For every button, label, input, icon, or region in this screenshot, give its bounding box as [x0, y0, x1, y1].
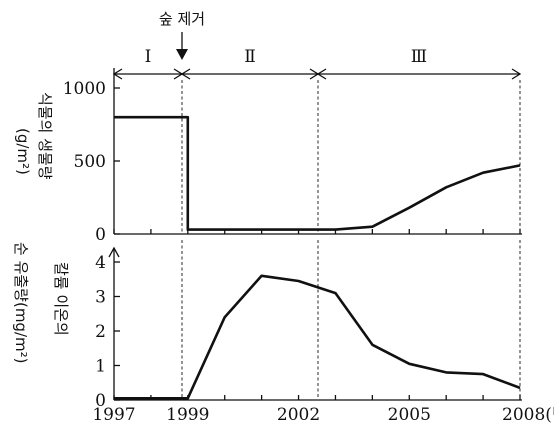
bottom-y-label-line-2: 순 유출량(mg/m²): [12, 242, 30, 364]
bottom-y-label-line-1: 칼륨 이온의: [52, 262, 70, 336]
x-tick-label: 1997: [92, 405, 135, 425]
x-tick-label: 2005: [388, 405, 431, 425]
top-y-tick-label: 500: [74, 152, 106, 172]
period-2-arrow-left: [180, 68, 191, 80]
bottom-y-tick-label: 1: [95, 357, 106, 377]
top-y-tick-label: 0: [95, 225, 106, 245]
period-3-arrow-right: [511, 68, 522, 80]
x-tick-label: 2002: [277, 405, 320, 425]
top-series-line: [114, 115, 521, 231]
x-tick-label: 1999: [166, 405, 209, 425]
bottom-y-tick-label: 2: [95, 322, 106, 342]
x-axis-ticks: 1997 1999 2002 2005 2008(년): [92, 229, 554, 425]
period-2-label: Ⅱ: [244, 47, 256, 67]
chart-bottom-potassium: 0 1 2 3 4 칼륨 이온의 순 유출량(mg/m²): [12, 240, 522, 411]
bottom-series-line: [114, 274, 521, 400]
forest-removal-arrowhead: [176, 49, 188, 60]
top-y-tick-label: 1000: [63, 79, 106, 99]
forest-removal-label: 숲 제거: [159, 10, 205, 28]
bottom-y-axis-arrow: [108, 246, 120, 258]
chart-top-biomass: 0 500 1000 식물의 생물량 (g/m²): [14, 68, 522, 245]
period-1-label: Ⅰ: [145, 47, 152, 67]
top-y-label: 식물의 생물량 (g/m²): [14, 92, 54, 180]
bottom-y-label: 칼륨 이온의 순 유출량(mg/m²): [12, 242, 70, 364]
bottom-y-tick-label: 3: [95, 288, 106, 308]
period-3-label: Ⅲ: [411, 47, 427, 67]
bottom-y-tick-label: 4: [95, 253, 106, 273]
period-brackets: Ⅰ Ⅱ Ⅲ: [112, 47, 522, 80]
bottom-y-tick-label: 0: [95, 391, 106, 411]
period-3-arrow-left: [316, 68, 327, 80]
x-tick-label: 2008(년): [502, 405, 554, 425]
top-y-label-line-1: 식물의 생물량: [36, 92, 54, 180]
top-y-label-line-2: (g/m²): [14, 128, 32, 175]
